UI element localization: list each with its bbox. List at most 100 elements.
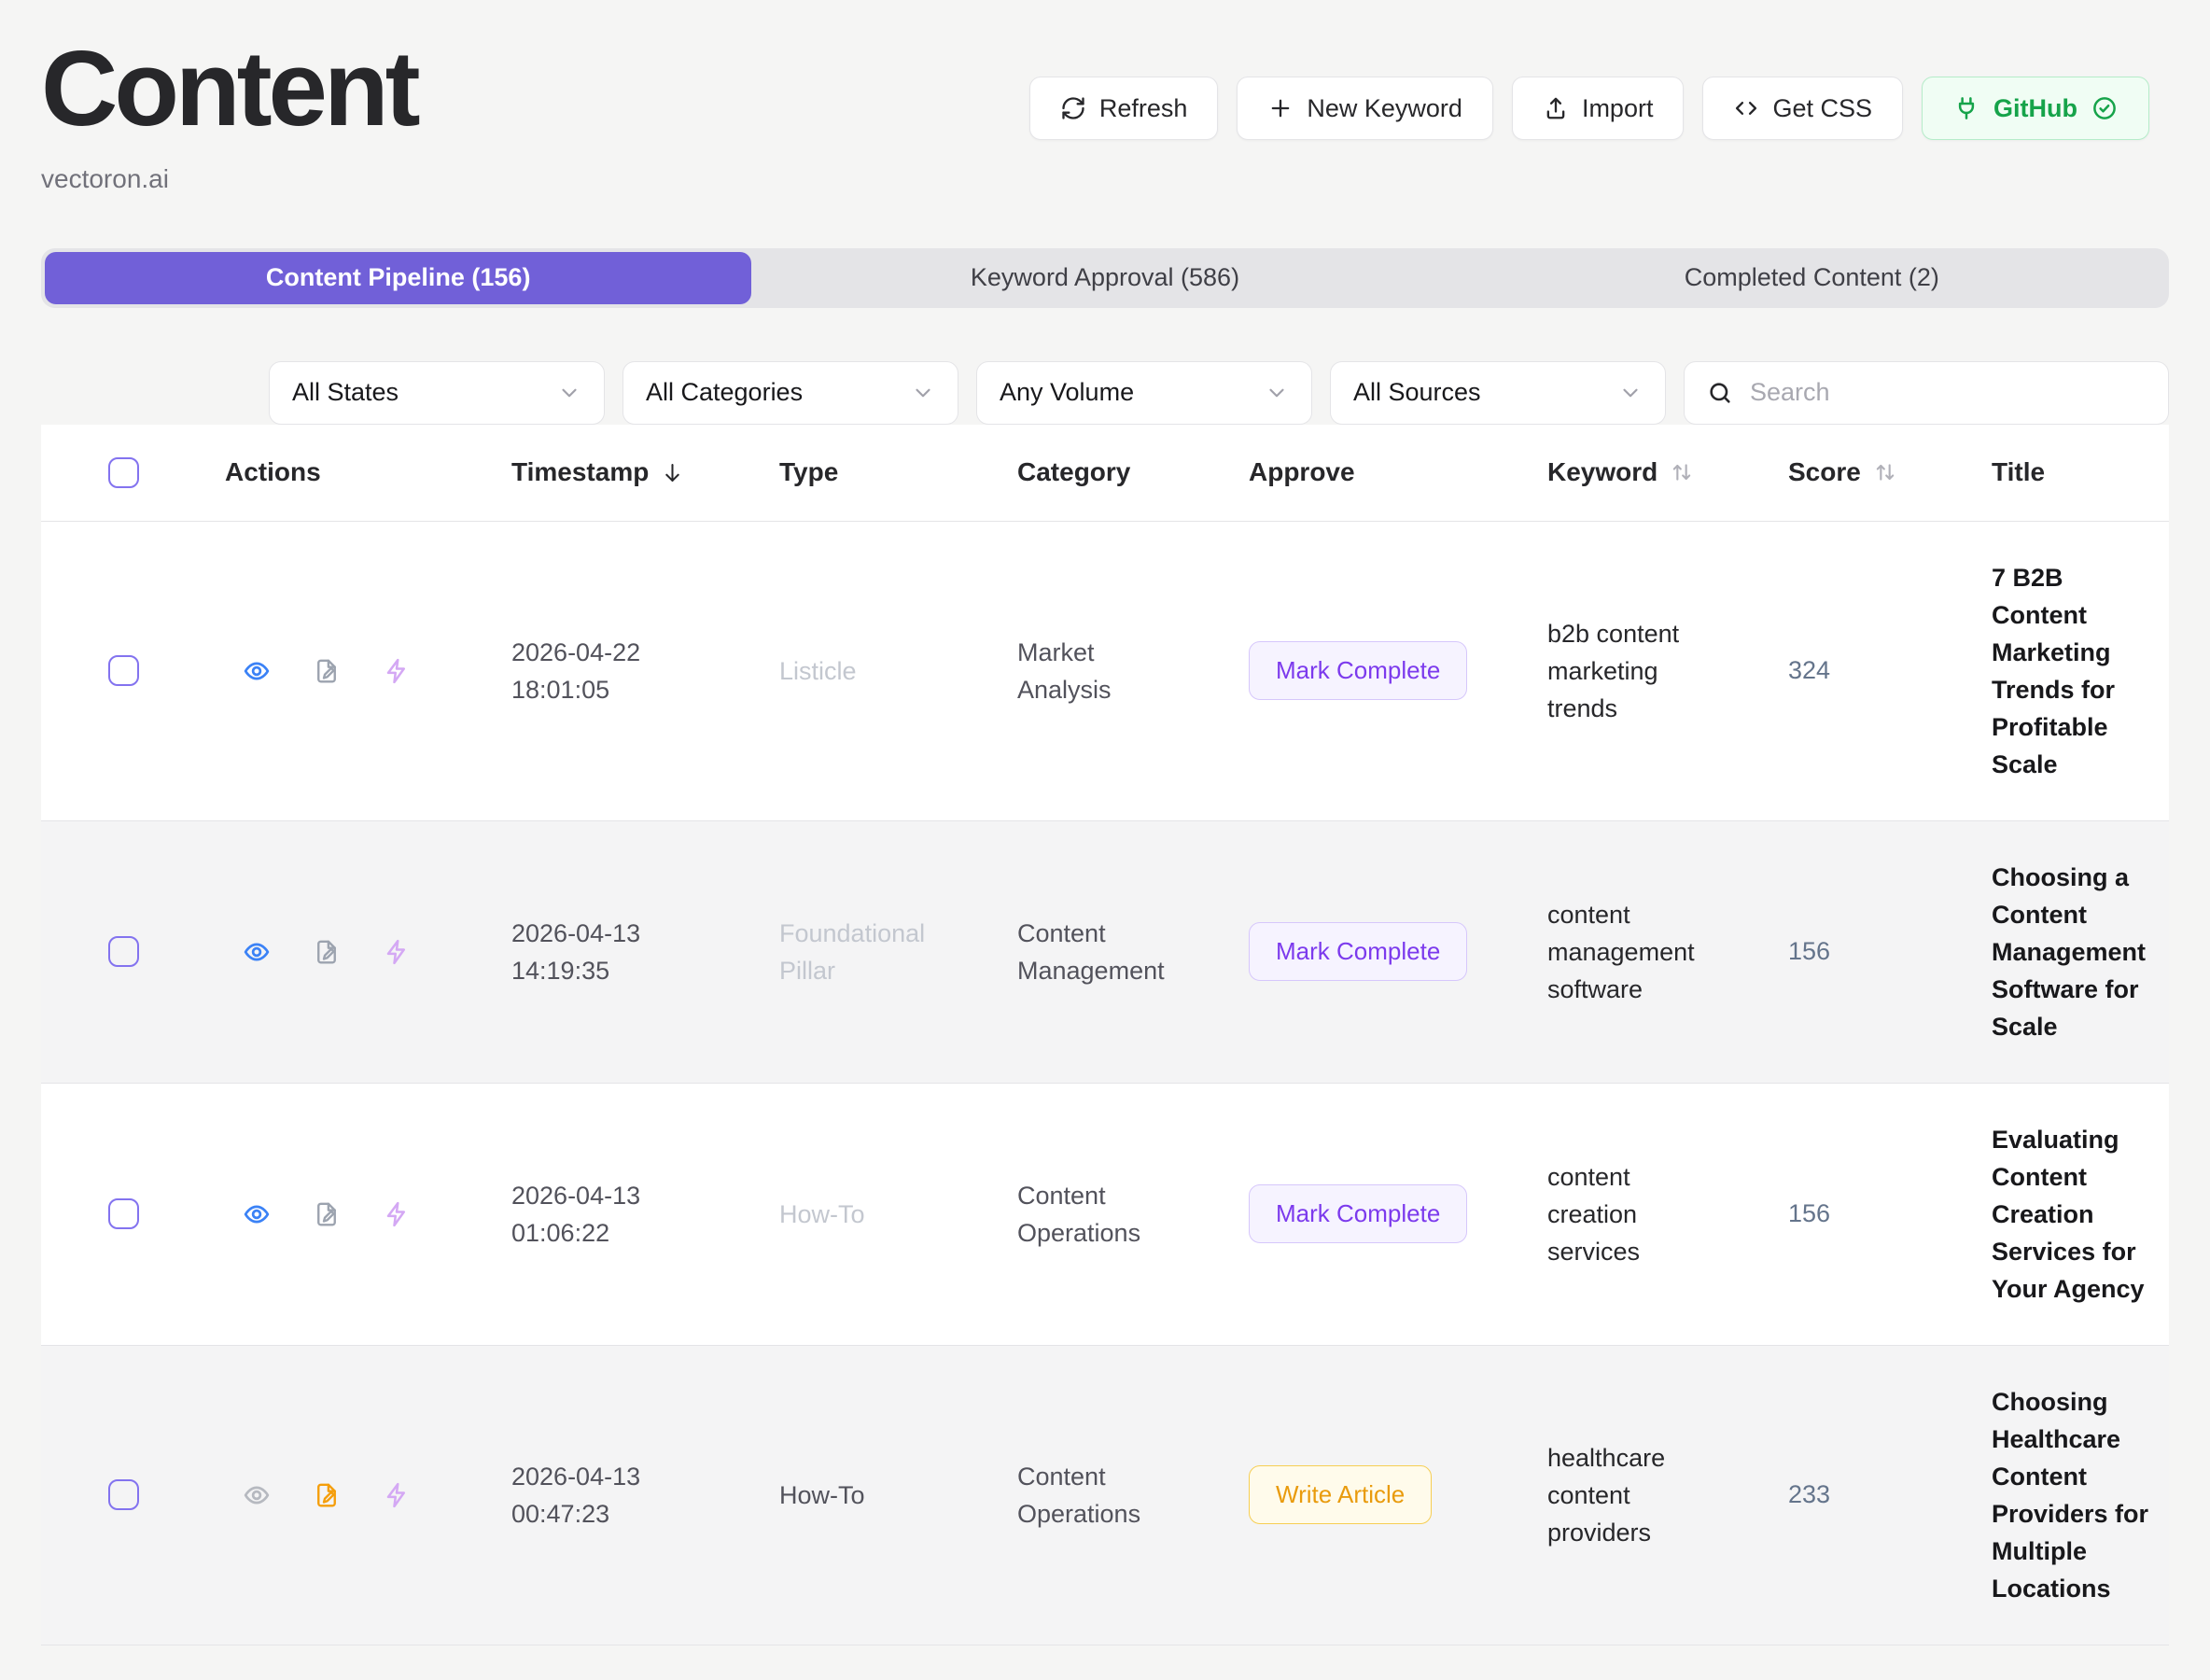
tab-content-pipeline[interactable]: Content Pipeline (156) [45, 251, 752, 304]
table-row: 2026-04-13 01:06:22 How-To Content Opera… [41, 1083, 2169, 1346]
score-cell: 233 [1788, 1480, 1831, 1509]
column-header-actions: Actions [225, 457, 321, 487]
github-button[interactable]: GitHub [1922, 77, 2149, 140]
keyword-cell: b2b content marketing trends [1547, 619, 1680, 722]
column-header-score[interactable]: Score [1788, 457, 1992, 487]
type-cell: How-To [779, 1199, 865, 1228]
search-input[interactable] [1750, 378, 2146, 408]
table-body: 2026-04-22 18:01:05 Listicle Market Anal… [41, 521, 2169, 1645]
sort-descending-icon [665, 463, 680, 482]
row-checkbox[interactable] [108, 655, 139, 687]
keyword-cell: content management software [1547, 900, 1695, 1003]
approve-button[interactable]: Mark Complete [1249, 1184, 1468, 1244]
tab-bar: Content Pipeline (156) Keyword Approval … [41, 247, 2169, 308]
table-row: 2026-04-22 18:01:05 Listicle Market Anal… [41, 521, 2169, 821]
keyword-cell: healthcare content providers [1547, 1443, 1666, 1547]
chevron-down-icon [1623, 388, 1638, 398]
view-icon[interactable] [243, 1481, 271, 1509]
column-header-timestamp[interactable]: Timestamp [511, 457, 779, 487]
generate-icon[interactable] [383, 657, 411, 685]
type-cell: How-To [779, 1480, 865, 1509]
timestamp-date: 2026-04-13 [511, 918, 641, 947]
timestamp-date: 2026-04-13 [511, 1462, 641, 1491]
score-cell: 324 [1788, 656, 1831, 685]
page-title: Content [41, 30, 421, 148]
timestamp-time: 14:19:35 [511, 956, 610, 985]
chevron-down-icon [1269, 388, 1284, 398]
chevron-down-icon [916, 388, 930, 398]
timestamp-time: 00:47:23 [511, 1499, 610, 1528]
score-cell: 156 [1788, 937, 1831, 966]
column-header-approve: Approve [1249, 457, 1355, 487]
generate-icon[interactable] [383, 1481, 411, 1509]
code-icon [1736, 102, 1757, 116]
column-header-title: Title [1992, 457, 2046, 487]
keyword-cell: content creation services [1547, 1162, 1641, 1266]
new-keyword-button[interactable]: New Keyword [1237, 77, 1493, 140]
generate-icon[interactable] [383, 938, 411, 966]
timestamp-date: 2026-04-22 [511, 637, 641, 666]
timestamp-cell: 2026-04-22 18:01:05 [511, 634, 779, 708]
view-icon[interactable] [243, 657, 271, 685]
row-checkbox[interactable] [108, 1479, 139, 1511]
refresh-button[interactable]: Refresh [1028, 77, 1219, 140]
sort-icon [1876, 464, 1895, 481]
score-cell: 156 [1788, 1199, 1831, 1228]
search-icon [1710, 383, 1730, 403]
edit-document-icon[interactable] [313, 1200, 341, 1228]
view-icon[interactable] [243, 938, 271, 966]
toolbar: Refresh New Keyword Import Get CSS GitHu… [1028, 77, 2149, 140]
category-cell: Content Operations [1017, 1462, 1141, 1528]
filter-bar: All States All Categories Any Volume All… [41, 360, 2169, 425]
import-button[interactable]: Import [1511, 77, 1685, 140]
column-header-keyword[interactable]: Keyword [1547, 457, 1788, 487]
category-cell: Market Analysis [1017, 637, 1112, 704]
timestamp-cell: 2026-04-13 14:19:35 [511, 915, 779, 989]
check-circle-icon [2093, 97, 2116, 119]
content-table: Actions Timestamp Type Category Approve … [41, 424, 2169, 1645]
search-box [1684, 360, 2169, 425]
category-cell: Content Operations [1017, 1181, 1141, 1247]
timestamp-date: 2026-04-13 [511, 1181, 641, 1210]
approve-button[interactable]: Mark Complete [1249, 641, 1468, 701]
table-header: Actions Timestamp Type Category Approve … [41, 424, 2169, 522]
tab-completed-content[interactable]: Completed Content (2) [1684, 263, 1939, 292]
select-all-checkbox[interactable] [108, 456, 139, 488]
sort-icon [1673, 464, 1691, 481]
volume-filter-select[interactable]: Any Volume [976, 360, 1312, 425]
timestamp-time: 01:06:22 [511, 1218, 610, 1247]
title-cell: Evaluating Content Creation Services for… [1992, 1125, 2145, 1303]
title-cell: 7 B2B Content Marketing Trends for Profi… [1992, 563, 2116, 778]
get-css-button[interactable]: Get CSS [1702, 77, 1904, 140]
edit-document-icon[interactable] [313, 938, 341, 966]
timestamp-cell: 2026-04-13 01:06:22 [511, 1177, 779, 1252]
table-row: 2026-04-13 14:19:35 Foundational Pillar … [41, 820, 2169, 1084]
generate-icon[interactable] [383, 1200, 411, 1228]
type-cell: Foundational Pillar [779, 918, 926, 985]
column-header-category: Category [1017, 457, 1131, 487]
categories-filter-select[interactable]: All Categories [622, 360, 958, 425]
chevron-down-icon [562, 388, 577, 398]
timestamp-cell: 2026-04-13 00:47:23 [511, 1458, 779, 1533]
type-cell: Listicle [779, 656, 857, 685]
row-checkbox[interactable] [108, 936, 139, 968]
edit-document-icon[interactable] [313, 1481, 341, 1509]
edit-document-icon[interactable] [313, 657, 341, 685]
title-cell: Choosing Healthcare Content Providers fo… [1992, 1387, 2149, 1603]
content-page: Refresh New Keyword Import Get CSS GitHu… [0, 34, 2210, 1645]
plus-icon [1272, 99, 1290, 118]
row-checkbox[interactable] [108, 1198, 139, 1230]
sources-filter-select[interactable]: All Sources [1330, 360, 1666, 425]
states-filter-select[interactable]: All States [269, 360, 605, 425]
column-header-type: Type [779, 457, 839, 487]
upload-icon [1546, 97, 1565, 119]
table-row: 2026-04-13 00:47:23 How-To Content Opera… [41, 1345, 2169, 1645]
tab-keyword-approval[interactable]: Keyword Approval (586) [970, 263, 1240, 292]
approve-button[interactable]: Write Article [1249, 1465, 1433, 1525]
view-icon[interactable] [243, 1200, 271, 1228]
title-cell: Choosing a Content Management Software f… [1992, 862, 2147, 1041]
refresh-icon [1062, 97, 1084, 119]
site-domain: vectoron.ai [41, 163, 169, 193]
approve-button[interactable]: Mark Complete [1249, 922, 1468, 982]
category-cell: Content Management [1017, 918, 1165, 985]
